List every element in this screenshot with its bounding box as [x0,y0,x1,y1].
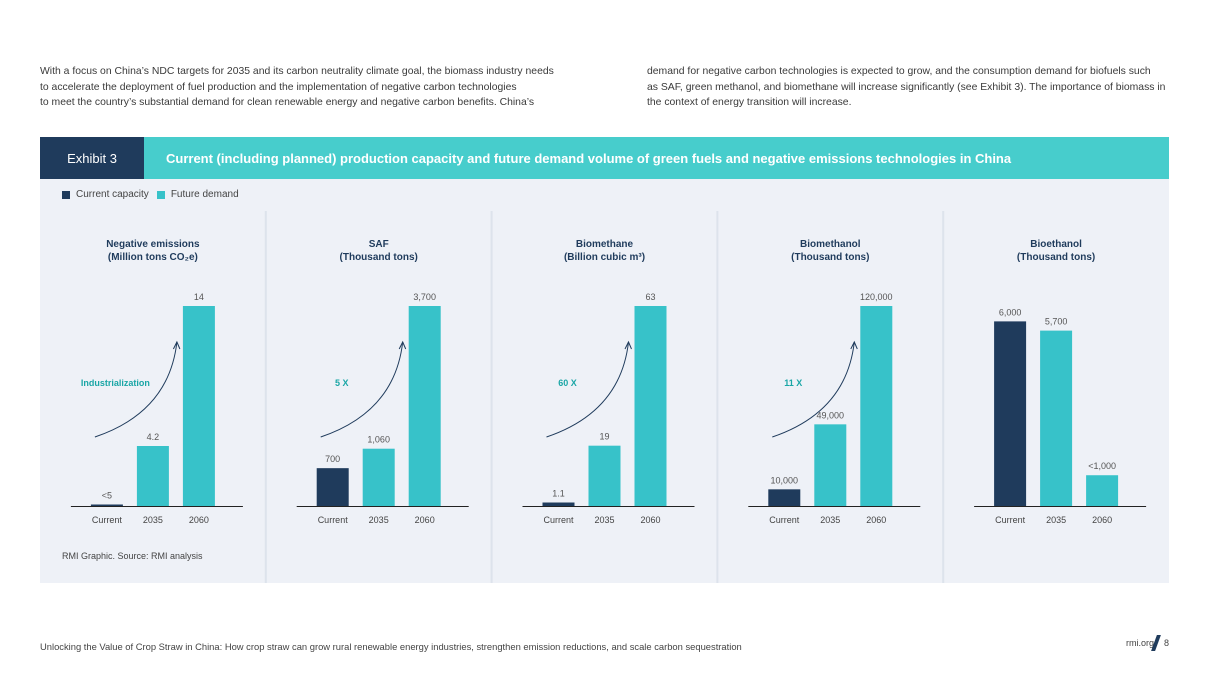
category-label: 2060 [866,515,886,525]
category-label: Current [769,515,800,525]
intro-paragraph-right: demand for negative carbon technologies … [647,64,1172,111]
category-label: 2035 [820,515,840,525]
data-label: 5,700 [1045,317,1068,327]
legend-item-future: Future demand [156,189,239,200]
footer-site-link[interactable]: rmi.org [1125,638,1154,648]
bar-future [1040,330,1073,506]
exhibit-label: Exhibit 3 [40,137,144,179]
chart-title: Biomethanol [800,239,861,250]
chart-title: Biomethane [576,239,634,250]
category-label: Current [995,515,1026,525]
bar-current [768,489,801,506]
legend-item-current: Current capacity [62,189,149,200]
chart-unit: (Thousand tons) [791,252,869,263]
intro-left-line: to meet the country’s substantial demand… [40,97,535,108]
bar-current [90,504,123,506]
intro-left-line: With a focus on China’s NDC targets for … [40,66,554,77]
legend-swatch-current [62,190,70,199]
legend-swatch-future [156,190,165,199]
growth-arrow [772,341,855,438]
growth-arrowhead [850,340,858,350]
intro-paragraph-left: With a focus on China’s NDC targets for … [40,64,585,111]
data-label: 14 [194,292,204,302]
data-label: 4.2 [147,432,160,442]
category-label: 2035 [369,515,389,525]
intro-right-line: demand for negative carbon technologies … [647,66,1151,77]
intro-right-line: the context of energy transition will in… [647,97,852,108]
data-label: 1.1 [552,489,565,499]
chart-panel [40,179,1169,583]
growth-arrow [546,341,629,438]
data-label: 10,000 [771,475,799,485]
bar-current [542,502,575,506]
footer-text: Unlocking the Value of Crop Straw in Chi… [40,641,742,652]
bar-future [634,306,667,506]
exhibit-header: Exhibit 3 Current (including planned) pr… [40,137,1169,179]
data-label: 6,000 [999,307,1022,317]
intro-right-line: as SAF, green methanol, and biomethane w… [647,81,1166,93]
exhibit-title: Current (including planned) production c… [166,150,1012,166]
data-label: 1,060 [367,435,390,445]
bar-future [182,306,215,506]
data-label: 700 [325,454,340,464]
bar-future [136,446,169,506]
chart-legend: Current capacity Future demand [62,189,247,200]
growth-arrowhead [172,340,181,350]
growth-annotation: Industrialization [81,378,150,388]
chart-unit: (Thousand tons) [340,252,418,263]
data-label: 49,000 [817,410,845,420]
data-label: <5 [102,491,112,501]
chart-unit: (Million tons CO₂e) [108,252,198,263]
category-label: 2060 [1092,515,1112,525]
legend-label-current: Current capacity [76,189,149,200]
intro-left-line: to accelerate the deployment of fuel pro… [40,81,517,93]
bar-future [814,424,847,506]
data-label: <1,000 [1088,461,1116,471]
growth-arrowhead [624,340,632,350]
bar-future [1086,475,1119,506]
chart-title: SAF [369,239,389,250]
category-label: 2060 [640,515,660,525]
bar-current [994,321,1027,506]
category-label: 2060 [415,515,435,525]
category-label: Current [543,515,574,525]
data-label: 3,700 [413,292,436,302]
bar-current [316,468,349,506]
chart-title: Negative emissions [106,239,200,250]
growth-annotation: 5 X [335,378,349,388]
chart-unit: (Thousand tons) [1017,252,1095,263]
data-label: 120,000 [860,292,893,302]
bar-future [408,306,441,506]
source-note: RMI Graphic. Source: RMI analysis [62,551,203,561]
growth-arrow [320,341,404,438]
growth-arrow [94,341,178,438]
category-label: 2060 [189,515,209,525]
category-label: 2035 [1046,515,1066,525]
category-label: Current [92,515,123,525]
bar-future [362,448,395,506]
legend-label-future: Future demand [170,189,239,200]
category-label: 2035 [594,515,614,525]
data-label: 63 [645,292,655,302]
growth-arrowhead [398,340,407,350]
bar-future [860,306,893,506]
chart-title: Bioethanol [1030,239,1082,250]
category-label: Current [318,515,349,525]
bar-future [588,445,621,506]
growth-annotation: 60 X [558,378,577,388]
growth-annotation: 11 X [784,378,802,388]
page-number: 8 [1164,638,1170,648]
data-label: 19 [599,432,609,442]
chart-unit: (Billion cubic m³) [564,252,645,263]
category-label: 2035 [143,515,163,525]
